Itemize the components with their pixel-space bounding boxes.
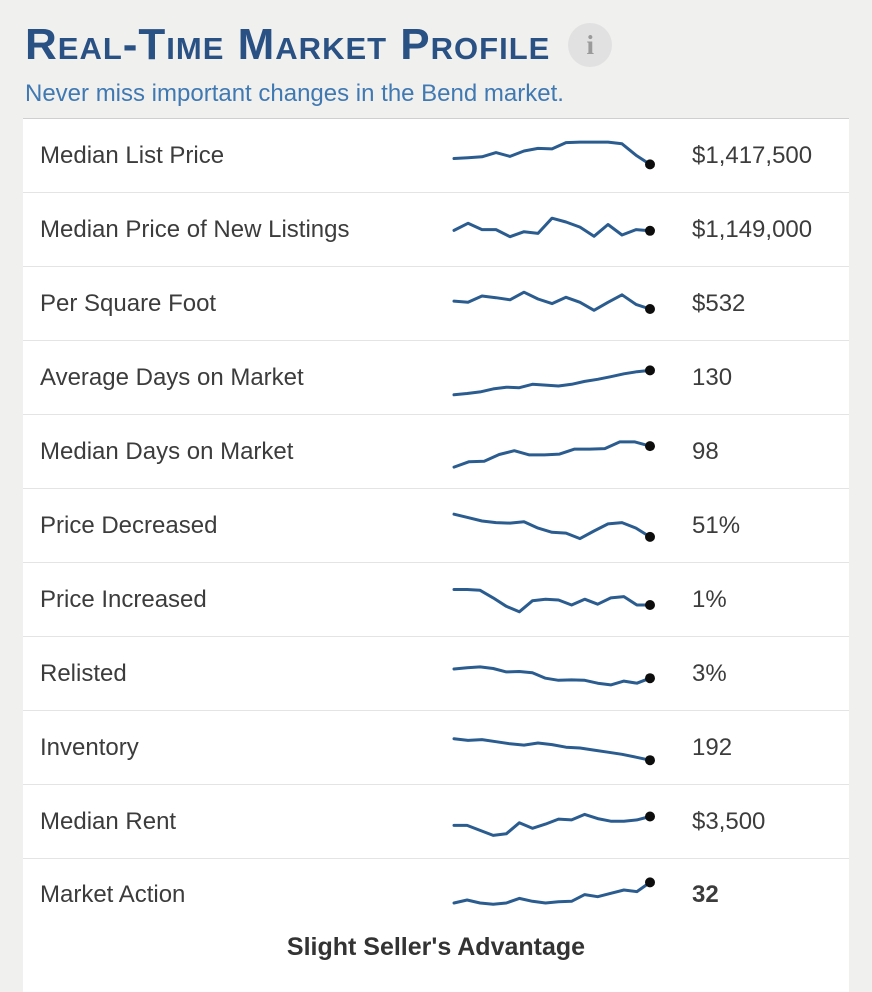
metric-value: 51% [692,511,741,539]
table-row: Inventory 192 [23,711,849,785]
widget-subtitle: Never miss important changes in the Bend… [25,80,564,107]
sparkline-chart [452,877,655,906]
sparkline-chart [452,811,655,837]
market-action-summary-row: Slight Seller's Advantage [23,931,849,981]
table-row: Median Price of New Listings $1,149,000 [23,193,849,267]
metric-label: Price Increased [40,585,207,613]
info-icon[interactable]: i [568,23,613,67]
table-row: Relisted 3% [23,637,849,711]
metric-value: 98 [692,437,719,465]
sparkline-chart [452,216,655,238]
market-rows: Median List Price $1,417,500 Median Pric… [23,119,849,931]
table-row: Per Square Foot $532 [23,267,849,341]
sparkline-chart [452,512,655,542]
metric-label: Price Decreased [40,511,218,539]
market-table: Median List Price $1,417,500 Median Pric… [23,118,849,992]
sparkline-chart [452,140,655,169]
sparkline-chart [452,736,655,765]
table-row: Price Decreased 51% [23,489,849,563]
metric-label: Market Action [40,881,186,908]
table-row: Median Days on Market 98 [23,415,849,489]
table-row: Price Increased 1% [23,563,849,637]
sparkline-chart [452,587,655,613]
metric-value: $3,500 [692,807,766,835]
metric-label: Relisted [40,659,127,687]
metric-label: Per Square Foot [40,289,217,317]
sparkline-chart [452,439,655,469]
table-row: Average Days on Market 130 [23,341,849,415]
table-row: Median Rent $3,500 [23,785,849,859]
metric-value: $532 [692,289,746,317]
metric-label: Median List Price [40,141,225,169]
metric-value: 192 [692,733,733,761]
metric-value: 130 [692,363,733,391]
metric-value: 32 [692,881,719,908]
metric-value: 1% [692,585,727,613]
sparkline-chart [452,290,655,314]
table-row: Market Action 32 [23,859,849,931]
sparkline-chart [452,364,655,396]
metric-value: $1,149,000 [692,215,813,243]
metric-label: Inventory [40,733,139,761]
metric-label: Median Price of New Listings [40,215,350,243]
metric-label: Median Rent [40,807,177,835]
metric-label: Median Days on Market [40,437,294,465]
metric-value: $1,417,500 [692,141,813,169]
sparkline-chart [452,664,655,686]
metric-label: Average Days on Market [40,363,304,391]
table-row: Median List Price $1,417,500 [23,119,849,193]
market-action-summary: Slight Seller's Advantage [286,933,586,961]
widget-header: Real-Time Market Profile i Never miss im… [0,0,872,108]
metric-value: 3% [692,659,727,687]
page-title: Real-Time Market Profile [25,20,551,69]
